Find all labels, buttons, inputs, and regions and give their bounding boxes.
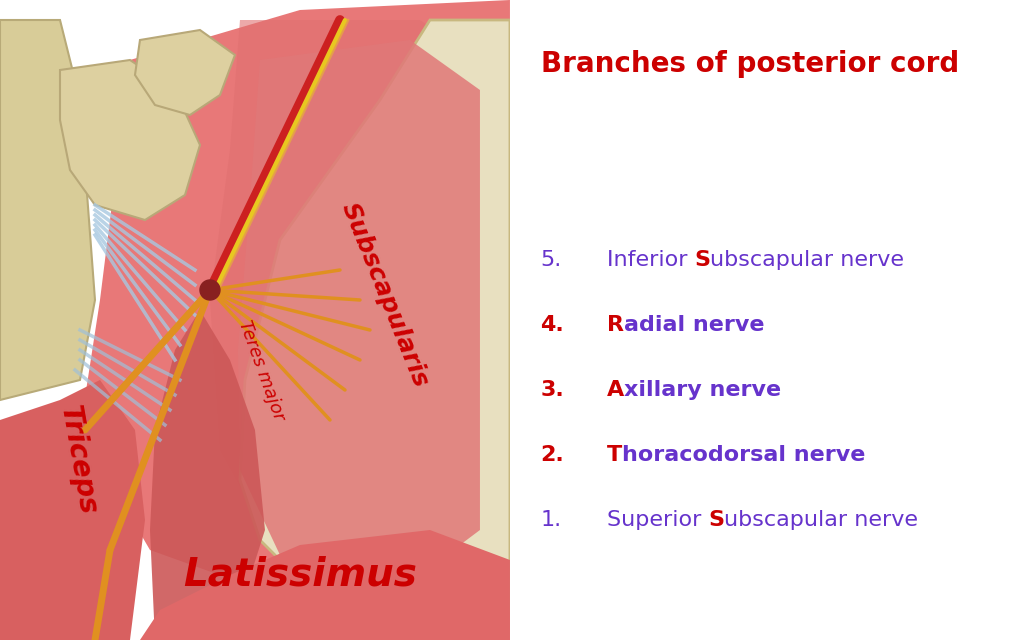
Text: R: R <box>607 315 624 335</box>
Text: 5.: 5. <box>541 250 562 270</box>
Text: ubscapular nerve: ubscapular nerve <box>711 250 904 270</box>
Polygon shape <box>238 40 480 590</box>
Polygon shape <box>0 380 145 640</box>
Circle shape <box>200 280 220 300</box>
Text: Branches of posterior cord: Branches of posterior cord <box>541 50 958 78</box>
Text: Superior: Superior <box>607 510 709 530</box>
Text: S: S <box>694 250 711 270</box>
Polygon shape <box>150 310 265 640</box>
Text: Triceps: Triceps <box>54 403 101 517</box>
Polygon shape <box>0 20 95 400</box>
Text: xillary nerve: xillary nerve <box>624 380 781 400</box>
Text: adial nerve: adial nerve <box>624 315 764 335</box>
Polygon shape <box>240 20 510 635</box>
Text: horacodorsal nerve: horacodorsal nerve <box>623 445 865 465</box>
Text: Inferior: Inferior <box>607 250 694 270</box>
Text: T: T <box>607 445 623 465</box>
Polygon shape <box>80 0 510 640</box>
Text: 3.: 3. <box>541 380 564 400</box>
Text: 4.: 4. <box>541 315 564 335</box>
Text: ubscapular nerve: ubscapular nerve <box>724 510 919 530</box>
Polygon shape <box>135 30 234 115</box>
Text: Subscapularis: Subscapularis <box>337 199 433 391</box>
Text: 1.: 1. <box>541 510 562 530</box>
Text: 2.: 2. <box>541 445 564 465</box>
Text: A: A <box>607 380 624 400</box>
Text: Latissimus: Latissimus <box>183 556 417 594</box>
Polygon shape <box>140 530 510 640</box>
Text: Teres major: Teres major <box>236 317 289 422</box>
Polygon shape <box>210 20 505 600</box>
Polygon shape <box>60 60 200 220</box>
Text: S: S <box>709 510 724 530</box>
